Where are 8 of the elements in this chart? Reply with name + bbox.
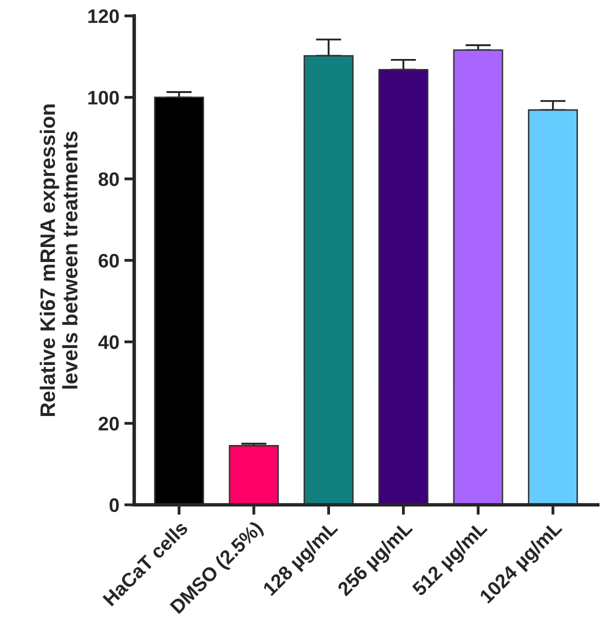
y-tick-label: 60 [98,254,119,268]
y-tick-label: 80 [98,172,119,186]
y-tick-label: 120 [88,9,119,24]
y-tick-label: 0 [110,498,119,512]
y-tick-label: 100 [88,90,119,105]
y-tick-label: 40 [98,335,119,350]
y-axis-title: Relative Ki67 mRNA expression levels between treatments [40,104,78,416]
y-tick-label: 20 [98,416,119,431]
